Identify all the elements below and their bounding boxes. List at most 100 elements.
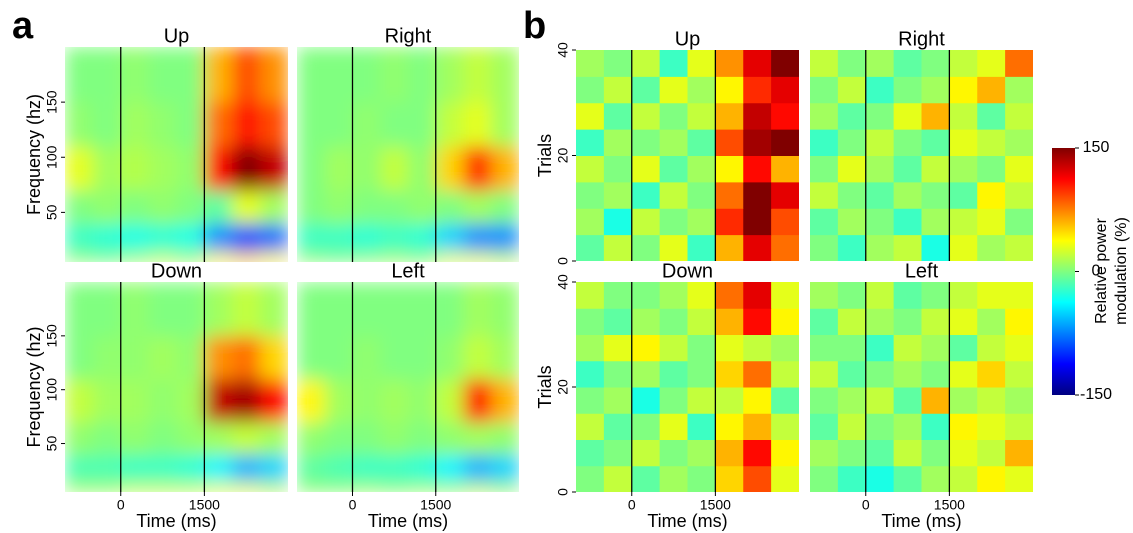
cell — [977, 50, 1006, 77]
colorbar-tick-label: 0 — [1092, 263, 1101, 280]
cell — [603, 181, 633, 209]
cells — [576, 282, 799, 492]
cell — [1005, 360, 1033, 388]
cell — [865, 413, 895, 440]
cell — [771, 360, 799, 388]
cell — [977, 413, 1006, 440]
cell — [810, 208, 839, 236]
cell — [204, 102, 233, 147]
cell — [297, 223, 326, 252]
cell — [1005, 439, 1033, 467]
cell — [324, 223, 353, 252]
cell — [865, 50, 895, 77]
heatmap — [65, 282, 288, 492]
cell — [120, 47, 150, 103]
cell — [810, 439, 839, 467]
y-tick-label: 150 — [44, 90, 60, 114]
cell — [687, 76, 716, 104]
cell — [491, 335, 519, 380]
cell — [865, 308, 895, 335]
cell — [715, 129, 744, 156]
cell — [893, 208, 922, 236]
cell — [810, 129, 839, 156]
cell — [576, 155, 605, 183]
cell — [771, 208, 799, 236]
cell — [463, 481, 492, 492]
cell — [463, 102, 492, 147]
cell — [659, 308, 688, 335]
cell — [921, 282, 950, 309]
panel-title: Right — [385, 25, 432, 47]
cell — [977, 360, 1006, 388]
cell — [715, 413, 744, 440]
cell — [65, 481, 94, 492]
cells — [576, 50, 799, 261]
cell — [715, 102, 744, 130]
x-tick-label: 0 — [628, 497, 636, 513]
cell — [324, 282, 353, 337]
cell — [921, 308, 950, 335]
cell — [65, 454, 94, 482]
cell — [204, 250, 233, 262]
cell — [837, 181, 867, 209]
cell — [435, 378, 464, 423]
cell — [576, 360, 605, 388]
cell — [204, 146, 233, 191]
cell — [865, 334, 895, 362]
colorbar-tick-label: 150 — [1083, 139, 1110, 156]
cell — [631, 208, 661, 236]
cell — [232, 454, 261, 482]
cell — [771, 439, 799, 467]
cell — [687, 387, 716, 414]
y-tick-label: 150 — [44, 324, 60, 348]
cell — [659, 282, 688, 309]
x-axis-label: Time (ms) — [881, 511, 961, 531]
cell — [837, 234, 867, 261]
cell — [324, 190, 353, 224]
y-tick-label: 50 — [44, 204, 60, 220]
cell — [176, 102, 205, 147]
cell — [232, 481, 261, 492]
cell — [297, 47, 326, 103]
cell — [865, 360, 895, 388]
cell — [659, 334, 688, 362]
cell — [65, 282, 94, 337]
cell — [810, 155, 839, 183]
cell — [324, 250, 353, 262]
cell — [260, 47, 288, 103]
cell — [352, 378, 381, 423]
panel-title: Left — [905, 260, 939, 282]
x-tick-label: 1500 — [934, 497, 965, 513]
panel-title: Up — [164, 25, 190, 47]
cell — [92, 223, 122, 252]
y-tick-label: 100 — [44, 378, 60, 402]
cell — [120, 378, 150, 423]
cell — [921, 76, 950, 104]
cell — [463, 146, 492, 191]
cell — [435, 102, 464, 147]
cell — [204, 190, 233, 224]
cell — [921, 50, 950, 77]
cell — [893, 334, 922, 362]
cell — [260, 481, 288, 492]
cell — [771, 129, 799, 156]
cell — [603, 102, 633, 130]
cell — [771, 308, 799, 335]
cell — [977, 129, 1006, 156]
cell — [949, 181, 978, 209]
cell — [771, 334, 799, 362]
cell — [1005, 155, 1033, 183]
cell — [324, 378, 353, 423]
cell — [603, 439, 633, 467]
heatmap — [297, 47, 519, 262]
cell — [260, 146, 288, 191]
cell — [324, 454, 353, 482]
cell — [715, 439, 744, 467]
cell — [92, 335, 122, 380]
cell — [576, 282, 605, 309]
cell — [92, 190, 122, 224]
cells — [297, 47, 519, 262]
cell — [631, 234, 661, 261]
cell — [631, 387, 661, 414]
cell — [837, 102, 867, 130]
